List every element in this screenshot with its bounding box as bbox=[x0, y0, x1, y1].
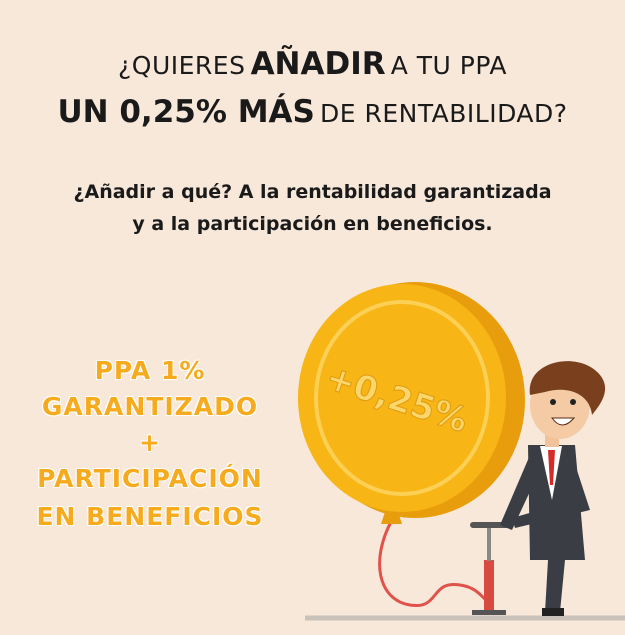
man-tie bbox=[548, 450, 555, 485]
headline-line: ¿QUIERES AÑADIR A TU PPA bbox=[0, 46, 625, 82]
coin-knot bbox=[381, 512, 402, 524]
headline-emphasis: AÑADIR bbox=[250, 46, 386, 82]
pump-handle bbox=[470, 522, 510, 528]
coin bbox=[298, 284, 506, 512]
headline-text: ¿QUIERES bbox=[118, 51, 246, 80]
headline-emphasis: UN 0,25% MÁS bbox=[57, 94, 315, 130]
man-smile bbox=[551, 417, 576, 426]
coin-rim bbox=[314, 300, 490, 496]
offer-line: PPA 1% bbox=[94, 356, 206, 385]
man-arm bbox=[500, 455, 540, 530]
subtitle: y a la participación en beneficios. bbox=[132, 213, 493, 235]
offer-line: PARTICIPACIÓN bbox=[37, 464, 263, 493]
man-eye bbox=[570, 399, 576, 405]
subtitle: ¿Añadir a qué? A la rentabilidad garanti… bbox=[73, 181, 552, 203]
man-arm bbox=[512, 455, 590, 528]
pump-body bbox=[484, 560, 494, 612]
pump-rod bbox=[487, 525, 491, 561]
hose bbox=[378, 519, 489, 608]
man-shoe bbox=[542, 608, 564, 616]
pump-base bbox=[472, 610, 506, 615]
offer-line: GARANTIZADO bbox=[41, 392, 259, 421]
man-eye bbox=[550, 399, 556, 405]
offer-line: + bbox=[139, 428, 161, 457]
headline-text: A TU PPA bbox=[390, 51, 507, 80]
man-hair bbox=[529, 361, 606, 415]
headline-text: DE RENTABILIDAD? bbox=[319, 99, 568, 128]
man-suit bbox=[528, 445, 585, 612]
offer-line: EN BENEFICIOS bbox=[36, 502, 264, 531]
headline-line: UN 0,25% MÁS DE RENTABILIDAD? bbox=[0, 94, 625, 130]
